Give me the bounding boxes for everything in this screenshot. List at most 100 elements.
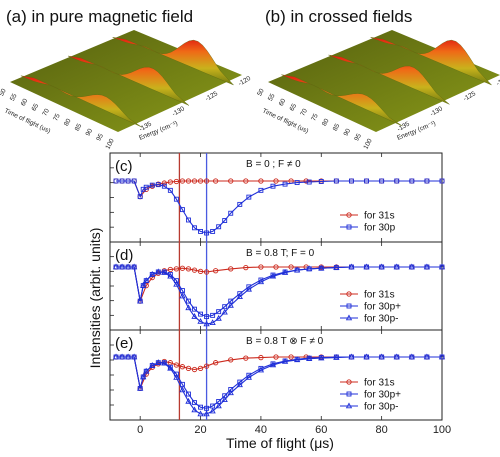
data-point-circle <box>273 264 279 270</box>
series-line <box>116 356 442 415</box>
energy-tick-label: -130 <box>171 105 186 118</box>
data-point-square <box>149 182 155 188</box>
time-tick-label: 65 <box>31 102 41 112</box>
series-line <box>116 180 442 234</box>
data-point-circle <box>228 266 234 272</box>
data-point-triangle <box>197 318 204 324</box>
data-point-triangle <box>203 410 210 417</box>
data-point-circle <box>273 178 279 184</box>
data-point-triangle <box>173 280 180 287</box>
data-point-triangle <box>221 396 228 402</box>
data-point-circle <box>191 366 198 373</box>
time-tick-label: 75 <box>310 112 320 122</box>
data-point-triangle <box>143 277 150 283</box>
data-point-triangle <box>185 304 192 311</box>
data-point-triangle <box>185 397 192 404</box>
data-point-circle <box>167 179 174 185</box>
data-point-triangle <box>245 373 252 380</box>
data-point-square <box>143 184 149 190</box>
data-point-triangle <box>118 263 126 270</box>
data-point-square <box>294 180 300 186</box>
time-tick-label: 95 <box>353 132 363 142</box>
data-point-triangle <box>318 264 325 271</box>
data-point-triangle <box>438 263 446 270</box>
data-point-square <box>186 217 191 223</box>
data-point-square <box>186 391 191 397</box>
time-tick-label: 100 <box>362 137 373 150</box>
panel-label: (c) <box>115 158 133 175</box>
data-point-square <box>246 194 252 200</box>
data-point-triangle <box>118 353 126 360</box>
surface-peak <box>370 37 492 86</box>
energy-tick-label: -125 <box>204 90 219 103</box>
data-point-circle <box>197 268 204 274</box>
data-point-square <box>439 178 445 184</box>
data-point-triangle <box>209 407 216 414</box>
data-point-circle <box>243 264 249 271</box>
data-point-circle <box>161 180 167 186</box>
data-point-square <box>216 309 222 315</box>
time-tick-label: 55 <box>267 92 277 102</box>
legend-label: for 31s <box>364 211 395 222</box>
data-point-square <box>192 225 197 231</box>
data-point-triangle <box>149 362 156 368</box>
data-point-triangle <box>423 353 431 360</box>
data-point-triangle <box>293 266 301 273</box>
data-point-square <box>161 183 167 189</box>
panel-condition: B = 0 ; F ≠ 0 <box>246 159 301 170</box>
data-point-triangle <box>112 353 120 360</box>
time-tick-label: 90 <box>343 127 353 137</box>
data-point-square <box>318 179 324 184</box>
time-tick-label: 75 <box>52 112 62 122</box>
panel-label: (d) <box>115 247 133 264</box>
data-point-triangle <box>236 381 243 388</box>
data-point-square <box>204 314 210 320</box>
data-point-circle <box>191 178 198 184</box>
x-tick-label: 20 <box>194 424 206 436</box>
surface-peak <box>112 37 234 86</box>
data-point-circle <box>191 267 198 273</box>
data-point-triangle <box>130 263 138 270</box>
legend-label: for 30p <box>364 223 396 234</box>
data-point-triangle <box>408 353 415 360</box>
panel-b-title: (b) in crossed fields <box>265 7 412 26</box>
data-point-circle <box>273 354 279 360</box>
data-point-triangle <box>167 272 174 279</box>
data-point-circle <box>167 266 174 273</box>
data-point-square <box>349 178 354 184</box>
data-point-triangle <box>203 320 210 327</box>
data-point-square <box>237 379 243 385</box>
data-point-square <box>228 387 234 392</box>
x-tick-label: 40 <box>255 424 267 436</box>
data-point-circle <box>258 264 264 270</box>
x-tick-label: 0 <box>137 424 143 436</box>
data-point-triangle <box>393 263 400 270</box>
data-point-square <box>113 178 119 184</box>
data-point-triangle <box>348 353 355 360</box>
data-point-square <box>364 178 369 184</box>
data-point-triangle <box>197 410 204 417</box>
data-point-triangle <box>363 353 370 360</box>
data-point-circle <box>173 362 180 368</box>
data-point-circle <box>212 178 219 184</box>
legend-label: for 30p- <box>364 314 398 325</box>
data-point-triangle <box>191 313 198 319</box>
data-point-square <box>204 230 210 236</box>
legend-label: for 30p- <box>364 402 398 413</box>
time-tick-label: 65 <box>289 102 299 112</box>
data-point-square <box>192 306 197 312</box>
data-point-triangle <box>215 314 222 321</box>
data-point-triangle <box>281 358 289 364</box>
data-point-circle <box>173 266 180 272</box>
time-tick-label: 95 <box>95 132 105 142</box>
x-tick-label: 60 <box>315 424 327 436</box>
data-point-square <box>204 405 210 411</box>
time-tick-label: 60 <box>20 97 30 107</box>
surface-peak <box>328 54 450 105</box>
time-tick-label: 90 <box>85 127 95 137</box>
time-tick-label: 70 <box>41 107 51 117</box>
data-point-square <box>258 187 264 193</box>
data-point-triangle <box>155 359 162 365</box>
data-point-triangle <box>245 285 252 292</box>
